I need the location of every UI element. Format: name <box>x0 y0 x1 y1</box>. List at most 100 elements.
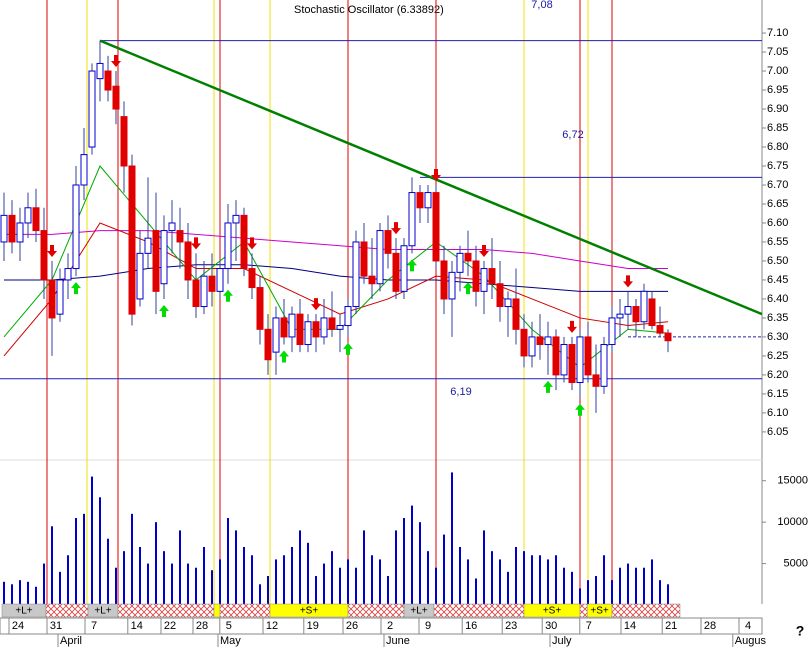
candle-body <box>632 306 640 323</box>
y-tick-label: 6.90 <box>767 103 788 115</box>
volume-bar <box>51 526 53 605</box>
band-label: +L+ <box>410 606 427 617</box>
band-label: +S+ <box>590 606 609 617</box>
candle-body <box>200 275 208 308</box>
candle-body <box>112 85 120 110</box>
candle-body <box>208 275 216 292</box>
candle-body <box>656 325 664 334</box>
volume-bar <box>531 555 533 605</box>
sell-arrow <box>431 168 441 181</box>
candle-body <box>88 70 96 148</box>
volume-tick-label: 5000 <box>784 557 808 569</box>
candle-body <box>96 62 104 80</box>
y-tick-label: 6.35 <box>767 312 788 324</box>
buy-arrow <box>71 282 81 295</box>
volume-bar <box>315 576 317 605</box>
candle-body <box>512 298 520 330</box>
candle-body <box>184 241 192 281</box>
volume-bar <box>363 530 365 605</box>
x-tick-label: 21 <box>665 620 677 632</box>
month-label: May <box>220 635 241 647</box>
candle-body <box>40 230 48 281</box>
candle-body <box>256 287 264 330</box>
candle-body <box>264 328 272 361</box>
candle-body <box>192 279 200 308</box>
buy-arrow <box>543 380 553 393</box>
candle-body <box>272 317 280 353</box>
y-tick-label: 6.80 <box>767 141 788 153</box>
volume-bar <box>611 580 613 605</box>
candle-body <box>80 154 88 186</box>
candle-body <box>120 116 128 167</box>
volume-bar <box>147 563 149 605</box>
sell-arrow <box>247 237 257 250</box>
buy-arrow <box>407 259 417 272</box>
help-icon[interactable]: ? <box>796 623 805 639</box>
x-tick-label: 31 <box>50 620 62 632</box>
volume-bar <box>451 472 453 605</box>
candle-body <box>320 317 328 338</box>
volume-bar <box>131 513 133 605</box>
volume-bar <box>347 559 349 605</box>
volume-bar <box>155 522 157 605</box>
y-tick-label: 6.20 <box>767 369 788 381</box>
x-tick-label: 30 <box>545 620 557 632</box>
volume-bar <box>115 567 117 605</box>
y-tick-label: 6.25 <box>767 350 788 362</box>
volume-bar <box>227 518 229 605</box>
y-tick-label: 7.00 <box>767 65 788 77</box>
x-tick-label: 2 <box>387 620 393 632</box>
chart-title: Stochastic Oscillator (6.33892) <box>294 4 444 16</box>
candle-body <box>488 268 496 285</box>
candle-body <box>408 192 416 247</box>
band-label: +L+ <box>15 606 32 617</box>
x-tick-label: 7 <box>91 620 97 632</box>
buy-arrow <box>279 350 289 363</box>
volume-bar <box>203 547 205 605</box>
x-tick-label: 19 <box>307 620 319 632</box>
candle-body <box>248 268 256 289</box>
volume-bar <box>419 522 421 605</box>
volume-bar <box>83 513 85 605</box>
candle-body <box>640 290 648 323</box>
sell-arrow <box>623 275 633 288</box>
candle-body <box>576 336 584 384</box>
x-tick-label: 22 <box>164 620 176 632</box>
candle-body <box>424 192 432 209</box>
candle-body <box>480 268 488 292</box>
candle-body <box>224 222 232 270</box>
x-tick-label: 28 <box>704 620 716 632</box>
trend-line <box>99 39 763 316</box>
candle-body <box>104 70 112 91</box>
volume-bar <box>59 571 61 605</box>
volume-bar <box>27 581 29 605</box>
volume-bar <box>75 518 77 605</box>
volume-bar <box>595 576 597 605</box>
candle-body <box>240 214 248 270</box>
candle-body <box>616 313 624 319</box>
signal-band <box>347 603 405 618</box>
candle-body <box>648 298 656 327</box>
candle-body <box>536 336 544 346</box>
signal-band <box>213 603 221 618</box>
volume-bar <box>107 538 109 605</box>
volume-bar <box>411 505 413 605</box>
y-tick-label: 6.45 <box>767 274 788 286</box>
volume-bar <box>435 567 437 605</box>
volume-bar <box>43 563 45 605</box>
month-label: Augus <box>735 635 767 647</box>
candle-body <box>464 252 472 262</box>
x-tick-label: 7 <box>586 620 592 632</box>
volume-bar <box>555 555 557 605</box>
y-tick-label: 6.85 <box>767 122 788 134</box>
y-tick-label: 6.95 <box>767 84 788 96</box>
volume-bar <box>179 530 181 605</box>
sell-arrow <box>111 55 121 68</box>
signal-band <box>219 603 271 618</box>
candle-body <box>400 245 408 292</box>
volume-bar <box>659 580 661 605</box>
y-tick-label: 6.60 <box>767 217 788 229</box>
candle-body <box>352 241 360 308</box>
x-tick-label: 9 <box>425 620 431 632</box>
